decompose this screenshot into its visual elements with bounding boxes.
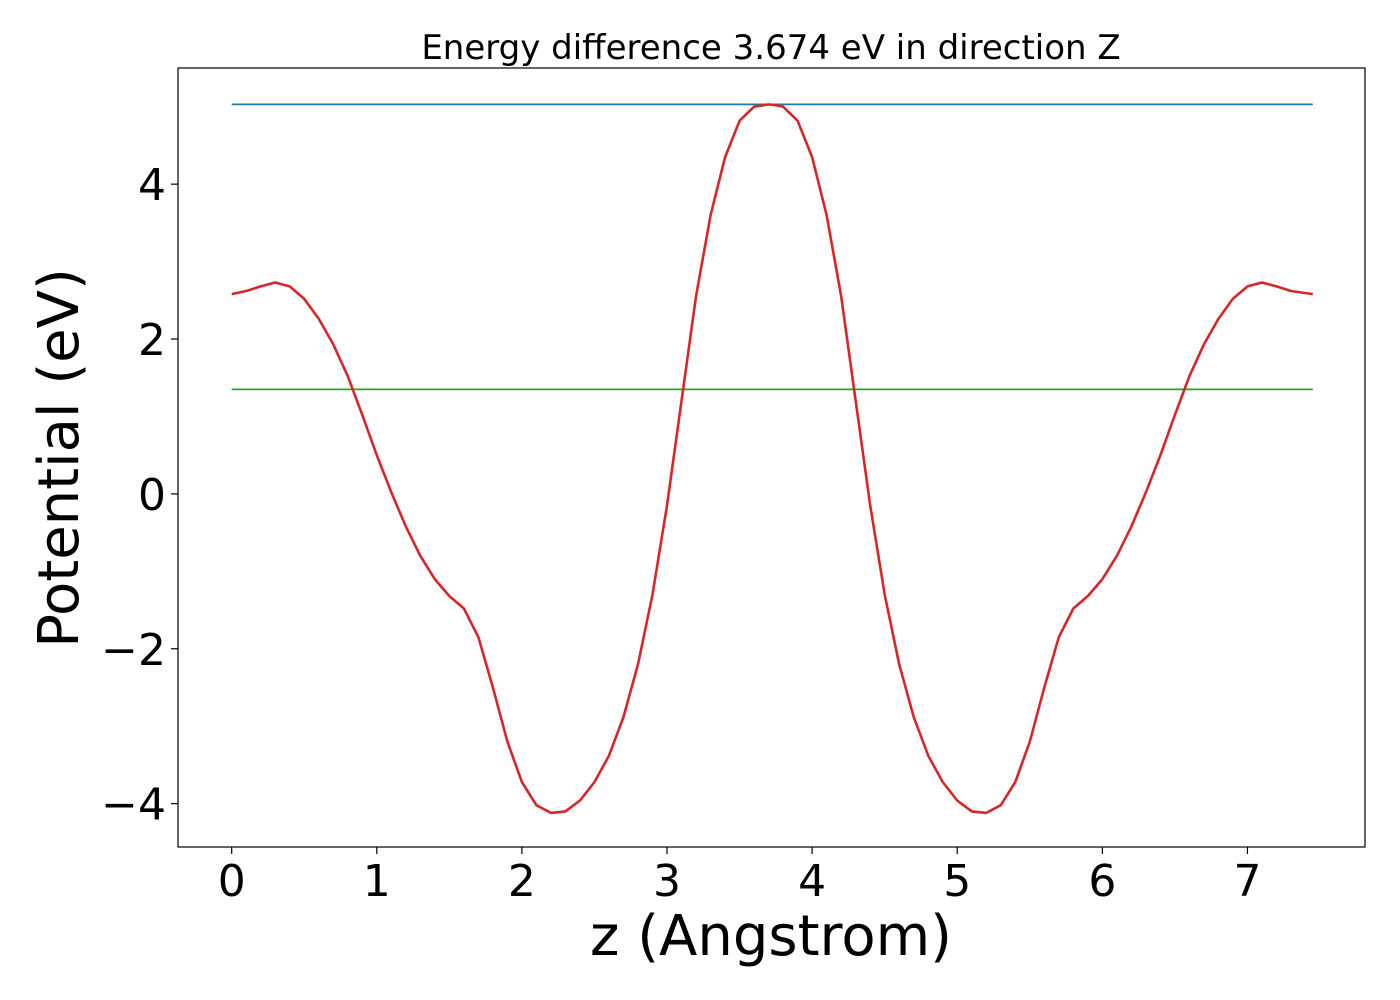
x-tick-label: 7 (1233, 856, 1261, 907)
y-tick-label: 0 (138, 470, 166, 521)
series-layer (231, 103, 1313, 815)
x-tick-label: 1 (363, 856, 391, 907)
plot-frame (177, 67, 1366, 848)
x-tick-label: 2 (508, 856, 536, 907)
x-axis-label: z (Angstrom) (590, 904, 952, 969)
x-tick-label: 5 (943, 856, 971, 907)
y-tick-label: 2 (138, 315, 166, 366)
y-tick-label: −4 (101, 780, 166, 831)
y-axis-label: Potential (eV) (27, 268, 92, 648)
y-tick-label: −2 (101, 625, 166, 676)
series-line-2 (231, 103, 1313, 815)
x-tick-label: 0 (218, 856, 246, 907)
chart-title: Energy difference 3.674 eV in direction … (421, 28, 1120, 68)
x-tick-label: 6 (1088, 856, 1116, 907)
y-axis-ticks: −4 −2 0 2 4 (101, 160, 178, 831)
x-tick-label: 3 (653, 856, 681, 907)
y-tick-label: 4 (138, 160, 166, 211)
x-tick-label: 4 (798, 856, 826, 907)
x-axis-ticks: 0 1 2 3 4 5 6 7 (218, 847, 1261, 907)
